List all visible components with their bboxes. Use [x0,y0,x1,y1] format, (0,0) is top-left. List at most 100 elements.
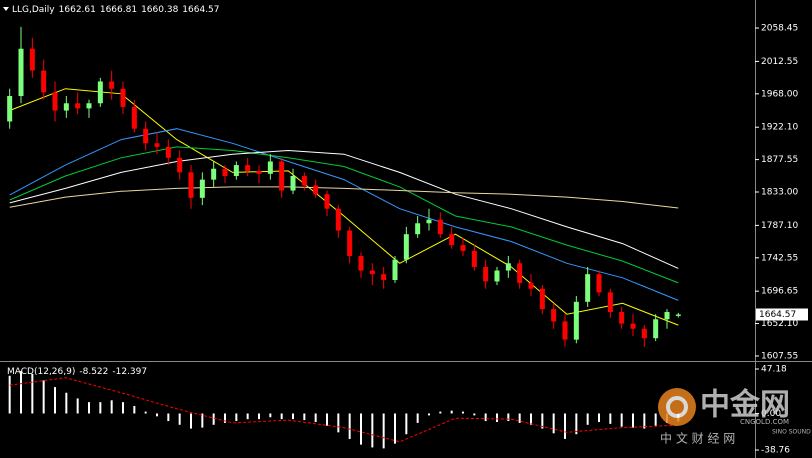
candle-body [653,319,659,339]
candle-body [75,103,81,109]
macd-bar [450,410,453,414]
candle-body [630,323,636,329]
candle-body [233,165,239,176]
macd-bar [280,413,283,420]
candle-body [97,81,103,104]
candle-body [573,301,579,340]
y-tick-label: 1607.55 [761,351,798,361]
macd-bar [8,375,11,414]
candle-body [324,194,330,209]
candle-body [483,266,489,282]
candle-body [551,309,557,322]
moving-average [9,128,679,301]
candle-body [279,161,285,191]
symbol: LLG,Daily [12,5,55,15]
signal-value: -12.397 [112,367,147,377]
macd-bar [518,413,521,423]
macd-bar [371,413,374,448]
macd-bar [235,413,238,422]
candle-body [165,146,171,158]
candle-body [460,245,466,251]
macd-header: MACD(12,26,9) -8.522 -12.397 [7,367,147,377]
macd-bar [496,413,498,422]
y-tick-label: 1742.55 [761,253,798,263]
candle-body [222,168,228,176]
candle-body [392,259,398,280]
candle-body [120,88,126,107]
macd-bar [564,413,566,439]
macd-bar [190,413,192,429]
macd-bar [654,413,657,426]
candle-body [63,103,69,111]
macd-bar [326,413,328,426]
macd-bar [598,413,600,422]
macd-bar [178,413,181,425]
macd-bar [314,413,317,422]
y-tick-label: 1922.10 [761,123,798,133]
candle-body [18,48,24,96]
candle-body [675,314,681,316]
macd-bar [156,413,158,417]
macd-bar [428,413,430,416]
candle-body [641,328,647,339]
candle-body [290,176,296,191]
candle-body [449,234,455,246]
macd-bar [507,413,510,422]
macd-bar [416,413,419,423]
macd-bar [303,413,306,421]
candle-body [596,274,602,293]
y-tick-label: 1652.10 [761,319,798,329]
candle-body [664,312,670,320]
macd-bar [348,413,351,439]
candle-body [539,288,545,310]
candle-body [562,321,568,340]
candle-body [7,96,13,122]
watermark-logo: 中金网 [700,388,790,423]
macd-bar [575,413,578,435]
macd-bar [76,398,79,414]
macd-bar [99,402,102,414]
candle-body [154,143,160,147]
candle-body [403,234,409,260]
y-tick-label: 1968.00 [761,89,798,99]
macd-bar [42,380,45,414]
candle-body [143,128,149,144]
macd-bar [360,413,362,445]
macd-title: MACD(12,26,9) [7,367,75,377]
y-tick-label: 2058.45 [761,24,798,34]
macd-bar [552,413,555,434]
candle-body [426,219,432,224]
y-tick-label: 1787.10 [761,221,798,231]
candle-body [256,170,262,174]
macd-bar [31,373,34,414]
macd-bar [292,413,294,420]
macd-bar [65,392,68,414]
candle-body [301,176,307,186]
macd-bar [473,413,476,416]
price-tag [756,308,808,321]
candle-body [517,263,523,283]
chart-header: LLG,Daily 1662.61 1666.81 1660.38 1664.57 [12,5,220,15]
macd-bar [541,413,544,429]
macd-bar [405,413,408,435]
candle-body [505,263,511,271]
macd-bar [20,371,22,414]
candle-body [29,48,35,71]
macd-bar [394,413,396,444]
header-icon [3,7,9,11]
candle-body [131,106,137,129]
watermark-site: CNGOLD.COM [740,418,789,426]
candle-body [585,274,591,302]
macd-bar [212,413,215,425]
candle-body [528,282,534,289]
macd-bar [439,411,442,414]
watermark: 中金网 CNGOLD.COM 中 文 财 经 网 SINO SOUND [658,388,811,446]
candle-body [471,250,477,267]
candle-body [245,165,251,171]
watermark-brand: SINO SOUND [772,429,811,436]
candle-body [619,312,625,324]
candle-body [211,168,217,180]
candle-body [86,103,92,109]
macd-bar [462,411,464,414]
macd-bar [530,413,532,425]
